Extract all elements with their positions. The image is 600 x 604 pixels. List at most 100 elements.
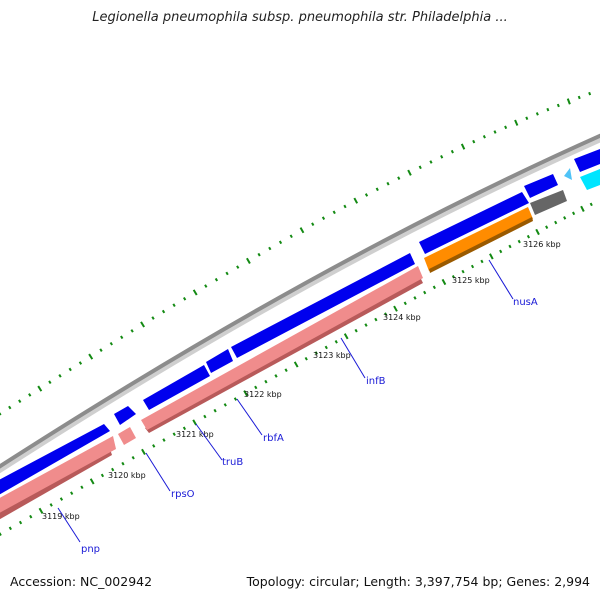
tick-mark [28,393,32,397]
tick-mark [243,390,248,397]
tick-mark [162,438,166,442]
tick-mark [343,204,347,209]
tick-mark [99,348,103,352]
tick-mark [499,249,503,254]
tick-mark [535,112,539,116]
tick-mark [563,216,567,220]
callout-line [488,259,514,300]
tick-mark [440,155,444,159]
tick-mark [254,385,258,390]
tick-mark [48,380,52,385]
tick-mark [68,367,72,372]
tick-mark [8,526,12,531]
tick-mark [161,309,166,314]
tick-mark [192,419,198,426]
tick-mark [121,461,125,466]
tick-mark [354,328,358,333]
gene-label-truB[interactable]: truB [222,457,243,468]
tick-mark [572,211,576,216]
gene-label-pnp[interactable]: pnp [81,544,100,555]
tick-mark [109,341,113,346]
forward-cds-feature[interactable] [143,365,210,410]
tick-mark [441,278,447,286]
tick-mark [151,316,155,320]
backbone-ring [0,133,600,469]
gene-callout-lines [57,259,514,543]
tick-mark [293,361,299,368]
forward-cds-feature[interactable] [114,406,136,425]
tick-mark [88,353,94,360]
tick-mark [80,485,84,490]
tick-mark [517,239,521,244]
tick-mark [450,149,454,154]
tick-mark [100,473,105,478]
tick-mark [274,374,278,378]
tick-mark [203,414,207,419]
tick-mark [588,91,592,96]
tick-mark [556,103,560,108]
forward-cds-feature[interactable] [0,424,110,500]
backbone-ring-shadow [0,137,600,474]
reverse-cds-feature[interactable] [141,266,423,430]
tick-mark [397,176,401,180]
reverse-cds-feature[interactable] [0,436,116,517]
tick-mark [204,284,208,288]
gene-label-nusA[interactable]: nusA [513,297,538,308]
forward-cds-feature[interactable] [206,349,233,373]
nusA-gene-shade [429,217,533,273]
tick-mark [418,165,422,170]
reverse-cds-feature[interactable] [118,427,136,445]
tick-mark [321,216,326,221]
nusA-gene-feature[interactable] [424,207,533,271]
gene-label-rbfA[interactable]: rbfA [263,433,284,444]
tick-mark [78,361,83,365]
tick-mark [364,193,369,197]
tick-mark [141,448,146,455]
tick-mark [70,491,74,495]
gene-label-rpsO[interactable]: rpsO [171,489,195,500]
tick-mark [451,275,456,279]
genome-title: Legionella pneumophila subsp. pneumophil… [92,10,508,25]
tick-mark [413,296,417,300]
tick-mark [364,323,368,327]
grey-feature[interactable] [530,190,567,215]
cyan-feature[interactable] [580,169,600,190]
tick-mark [38,507,44,514]
kbp-ruler: 3119 kbp 3120 kbp 3121 kbp 3122 kbp 3123… [42,240,561,521]
gene-label-infB[interactable]: infB [366,376,386,387]
tick-mark [545,225,549,229]
tick-mark [566,98,571,105]
tick-mark [407,169,412,176]
tick-mark [268,246,272,251]
callout-line [145,452,171,492]
callout-line [57,507,81,543]
kbp-label: 3126 kbp [523,240,561,249]
tick-mark [0,532,2,536]
tick-mark [554,220,558,225]
kbp-label: 3125 kbp [452,276,490,285]
tick-mark [225,271,229,276]
genome-summary-text: Topology: circular; Length: 3,397,754 bp… [246,574,590,589]
tick-mark [580,205,585,212]
tick-mark [182,296,187,301]
forward-cds-feature[interactable] [574,149,600,172]
tick-mark [18,399,22,404]
tick-mark [223,403,227,407]
tick-mark [525,116,529,121]
tick-mark [59,497,64,501]
tick-mark [374,317,378,322]
tick-mark [299,227,305,234]
tick-mark [140,321,145,328]
forward-cds-feature[interactable] [524,174,558,198]
tick-mark [311,222,315,226]
forward-cds-feature[interactable] [419,192,529,254]
tick-mark-rows [0,91,593,536]
tick-mark [192,289,198,296]
forward-cds-feature[interactable] [231,253,415,358]
callout-line [195,423,223,461]
tick-mark [172,432,176,436]
tick-mark [131,455,135,460]
tick-mark [472,139,476,144]
